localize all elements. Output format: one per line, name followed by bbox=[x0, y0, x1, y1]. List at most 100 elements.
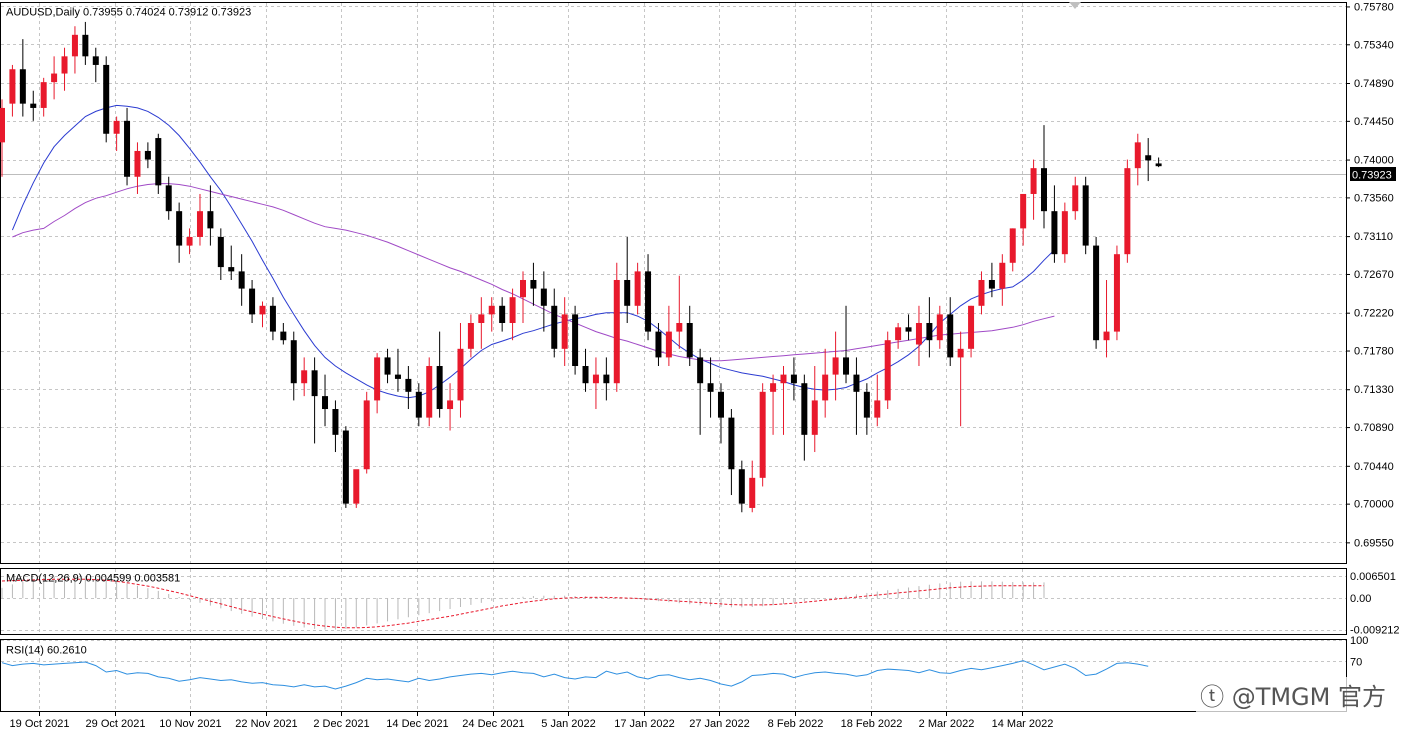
price-tick-label: 0.75780 bbox=[1354, 1, 1394, 13]
candle-bear bbox=[572, 314, 579, 367]
time-tick-label: 14 Dec 2021 bbox=[386, 718, 448, 730]
price-tick-label: 0.72670 bbox=[1354, 269, 1394, 281]
candle-bull bbox=[301, 370, 308, 384]
candle-bull bbox=[780, 374, 787, 384]
scroll-marker-icon[interactable] bbox=[1069, 2, 1081, 9]
candle-bear bbox=[124, 120, 131, 177]
candle-bear bbox=[1145, 155, 1152, 161]
candle-bear bbox=[624, 279, 631, 306]
time-tick-label: 5 Jan 2022 bbox=[541, 718, 595, 730]
rsi-header: RSI(14) 60.2610 bbox=[6, 645, 87, 657]
candle-bear bbox=[1082, 185, 1089, 246]
rsi-tick-label: 70 bbox=[1350, 656, 1362, 668]
candle-bear bbox=[207, 211, 214, 229]
candle-bear bbox=[707, 383, 714, 392]
candle-bear bbox=[1093, 245, 1100, 341]
macd-tick-label: -0.009212 bbox=[1350, 625, 1400, 637]
rsi-indicator bbox=[1, 660, 1149, 690]
time-tick-label: 8 Feb 2022 bbox=[768, 718, 824, 730]
time-tick-label: 29 Oct 2021 bbox=[86, 718, 146, 730]
candle-bear bbox=[384, 357, 391, 375]
candle-bear bbox=[332, 409, 339, 435]
candle-bull bbox=[999, 262, 1006, 289]
candle-bull bbox=[196, 211, 203, 237]
candle-bear bbox=[155, 138, 162, 186]
candle-bear bbox=[1051, 211, 1058, 255]
main-panel-frame bbox=[0, 2, 1347, 564]
candle-bear bbox=[228, 267, 235, 272]
candle-bear bbox=[82, 34, 89, 57]
candle-bull bbox=[488, 305, 495, 315]
ma-fast-line bbox=[11, 104, 1055, 399]
candle-bear bbox=[144, 150, 151, 160]
candle-bull bbox=[9, 69, 16, 104]
candle-bull bbox=[520, 279, 526, 298]
candle-bull bbox=[1061, 211, 1068, 255]
candle-bull bbox=[832, 357, 839, 375]
candle-bull bbox=[968, 305, 975, 349]
candle-bear bbox=[717, 391, 724, 418]
price-tick-label: 0.71780 bbox=[1354, 346, 1394, 358]
macd-signal-line bbox=[1, 578, 1044, 629]
candle-bull bbox=[426, 366, 433, 418]
candle-bull bbox=[822, 374, 829, 401]
candle-bull bbox=[884, 340, 891, 401]
time-tick-label: 10 Nov 2021 bbox=[159, 718, 221, 730]
candle-bear bbox=[290, 340, 297, 384]
time-tick-label: 24 Dec 2021 bbox=[462, 718, 524, 730]
candle-bull bbox=[936, 314, 943, 341]
time-axis: 19 Oct 2021 29 Oct 2021 10 Nov 2021 22 Nov … bbox=[10, 712, 1054, 730]
candle-bull bbox=[634, 271, 641, 306]
time-tick-label: 14 Mar 2022 bbox=[992, 718, 1054, 730]
candle-bull bbox=[447, 400, 454, 410]
candle-bull bbox=[1124, 168, 1131, 255]
candle-bear bbox=[655, 331, 662, 358]
candle-bear bbox=[863, 391, 870, 418]
candle-bear bbox=[530, 279, 537, 289]
candle-bear bbox=[988, 279, 995, 289]
candle-bull bbox=[895, 327, 902, 341]
candle-bull bbox=[957, 348, 964, 358]
macd-tick-label: 0.006501 bbox=[1350, 571, 1396, 583]
price-tick-label: 0.74890 bbox=[1354, 78, 1394, 90]
rsi-panel-frame bbox=[0, 639, 1347, 712]
candle-bull bbox=[1030, 168, 1037, 194]
candle-bear bbox=[238, 271, 245, 289]
candle-bull bbox=[561, 314, 568, 349]
candle-bull bbox=[374, 357, 381, 401]
candle-bear bbox=[645, 271, 652, 332]
candle-bear bbox=[728, 417, 735, 470]
candle-bear bbox=[790, 374, 797, 384]
price-tick-label: 0.73560 bbox=[1354, 192, 1394, 204]
candle-bull bbox=[113, 120, 120, 134]
candle-bull bbox=[811, 400, 818, 435]
candle-bull bbox=[186, 236, 193, 246]
price-axis: 0.75780 0.75340 0.74890 0.74450 0.74000 0.735… bbox=[1346, 1, 1400, 668]
candle-bull bbox=[1103, 331, 1110, 341]
candle-bull bbox=[749, 477, 756, 508]
candle-bull bbox=[1134, 142, 1141, 169]
candle-bear bbox=[905, 327, 912, 332]
candle-bear bbox=[686, 323, 693, 358]
panel-frames bbox=[0, 2, 1347, 712]
time-tick-label: 2 Mar 2022 bbox=[919, 718, 975, 730]
candle-bear bbox=[249, 288, 256, 315]
candle-bull bbox=[259, 305, 266, 315]
price-tick-label: 0.72220 bbox=[1354, 308, 1394, 320]
candle-bear bbox=[843, 357, 850, 375]
candle-bear bbox=[415, 391, 422, 418]
rsi-tick-label: 100 bbox=[1350, 635, 1368, 647]
macd-tick-label: 0.00 bbox=[1350, 593, 1371, 605]
price-tick-label: 0.71330 bbox=[1354, 384, 1394, 396]
candle-bull bbox=[978, 279, 985, 306]
candle-bear bbox=[92, 56, 99, 65]
candle-bull bbox=[61, 56, 68, 74]
price-tick-label: 0.74000 bbox=[1354, 155, 1394, 167]
candle-bear bbox=[738, 469, 745, 504]
candle-bear bbox=[603, 374, 610, 384]
price-tick-label: 0.69550 bbox=[1354, 537, 1394, 549]
candle-bull bbox=[71, 34, 78, 57]
candle-bull bbox=[353, 469, 360, 504]
candlesticks bbox=[0, 21, 1162, 513]
price-tick-label: 0.70440 bbox=[1354, 461, 1394, 473]
